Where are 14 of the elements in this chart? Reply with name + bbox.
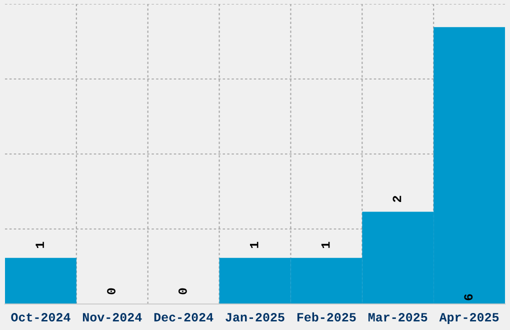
data-label: 1 bbox=[250, 242, 258, 248]
data-label: 1 bbox=[321, 242, 330, 248]
data-label: 0 bbox=[178, 288, 187, 294]
data-label: 0 bbox=[107, 288, 116, 294]
data-label: 2 bbox=[392, 196, 402, 202]
x-tick-label: Jan-2025 bbox=[226, 313, 284, 322]
x-tick-label: Mar-2025 bbox=[368, 313, 428, 322]
x-tick-label: Nov-2024 bbox=[82, 313, 142, 322]
x-tick-label: Apr-2025 bbox=[439, 313, 499, 324]
x-tick-label: Feb-2025 bbox=[297, 312, 356, 322]
data-label: 1 bbox=[36, 242, 44, 248]
x-tick-label: Oct-2024 bbox=[11, 313, 70, 322]
x-tick-label: Dec-2024 bbox=[154, 313, 214, 322]
data-label: 6 bbox=[464, 294, 473, 300]
